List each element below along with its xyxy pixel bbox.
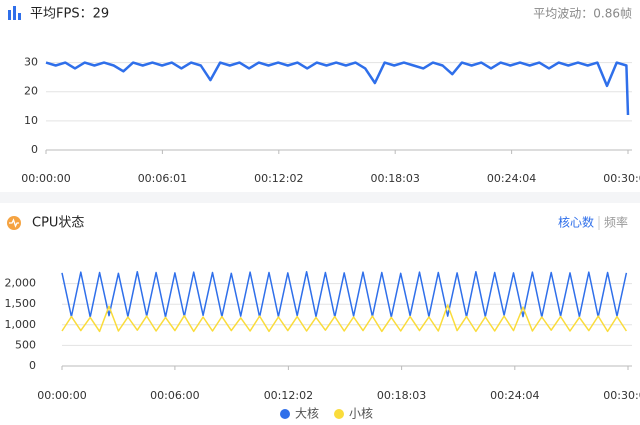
y-tick-label: 1,500 — [5, 297, 37, 310]
y-tick-label: 20 — [24, 85, 38, 98]
toggle-freq[interactable]: 频率 — [604, 215, 628, 230]
y-tick-label: 10 — [24, 114, 38, 127]
separator — [0, 192, 640, 203]
fps-subtitle: 平均波动：0.86帧 — [533, 7, 632, 21]
y-tick-label: 0 — [31, 143, 38, 156]
x-tick-label: 00:12:02 — [264, 389, 313, 402]
series-line — [61, 304, 628, 333]
x-tick-label: 00:00:00 — [21, 172, 70, 185]
x-tick-label: 00:18:03 — [377, 389, 426, 402]
y-tick-label: 1,000 — [5, 318, 37, 331]
x-tick-label: 00:18:03 — [370, 172, 419, 185]
icon-bar — [13, 6, 16, 20]
x-tick-label: 00:24:04 — [490, 389, 539, 402]
y-tick-label: 0 — [29, 359, 36, 372]
x-tick-label: 00:24:04 — [487, 172, 536, 185]
y-tick-label: 30 — [24, 56, 38, 69]
y-tick-label: 500 — [15, 338, 36, 351]
series-line — [45, 61, 630, 116]
x-tick-label: 00:06:01 — [138, 172, 187, 185]
x-tick-label: 00:00:00 — [37, 389, 86, 402]
cpu-title: CPU状态 — [32, 216, 84, 231]
y-tick-label: 2,000 — [5, 277, 37, 290]
x-tick-label: 00:30:05 — [603, 172, 640, 185]
icon-bar — [8, 10, 11, 20]
legend-swatch — [334, 409, 344, 419]
icon-bar — [18, 13, 21, 20]
series-line — [61, 270, 628, 318]
x-tick-label: 00:12:02 — [254, 172, 303, 185]
toggle-cores[interactable]: 核心数 — [558, 215, 594, 230]
x-tick-label: 00:30:05 — [603, 389, 640, 402]
fps-title: 平均FPS：29 — [30, 7, 109, 22]
x-tick-label: 00:06:00 — [150, 389, 199, 402]
icon-pulse — [9, 218, 19, 228]
legend-label: 小核 — [349, 407, 373, 421]
legend-swatch — [280, 409, 290, 419]
legend-label: 大核 — [295, 407, 319, 421]
